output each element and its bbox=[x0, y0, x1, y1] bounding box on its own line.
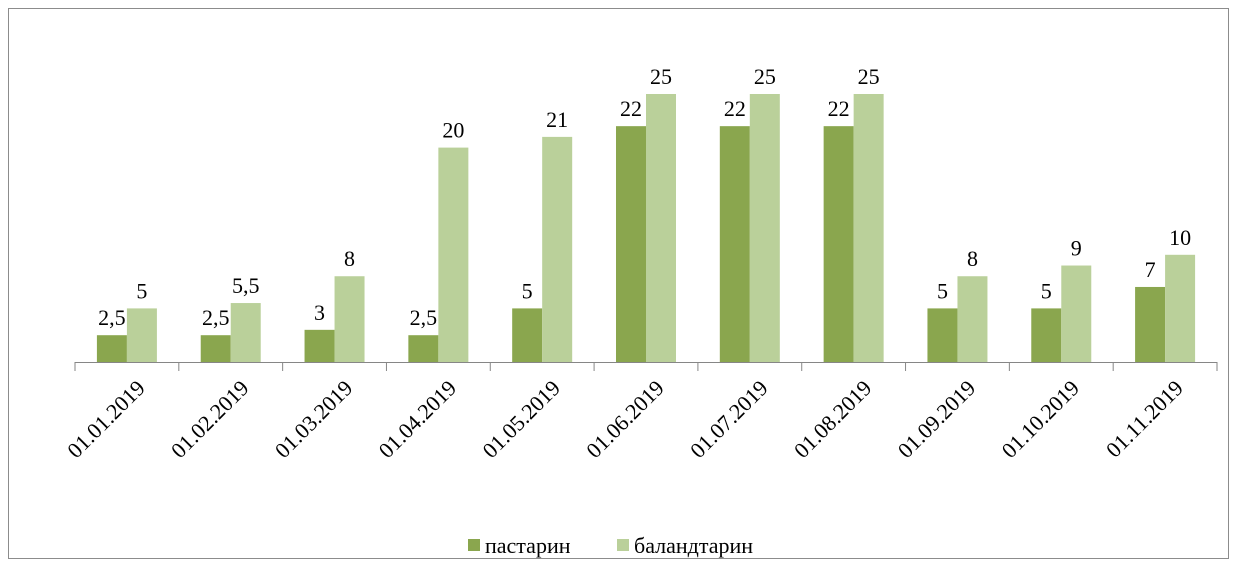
data-label: 25 bbox=[650, 64, 672, 89]
bar bbox=[408, 335, 439, 362]
bar bbox=[1135, 286, 1166, 362]
bar bbox=[853, 94, 884, 362]
data-label: 7 bbox=[1145, 257, 1156, 282]
data-label: 22 bbox=[724, 96, 746, 121]
data-label: 22 bbox=[828, 96, 850, 121]
bar bbox=[512, 308, 543, 362]
data-label: 2,5 bbox=[98, 305, 126, 330]
data-label: 21 bbox=[546, 107, 568, 132]
bar bbox=[230, 303, 261, 362]
bar bbox=[646, 94, 676, 362]
bar bbox=[927, 308, 958, 362]
bar bbox=[957, 276, 988, 362]
data-label: 2,5 bbox=[410, 305, 438, 330]
bar bbox=[438, 147, 469, 362]
bar bbox=[126, 308, 157, 362]
data-label: 2,5 bbox=[202, 305, 230, 330]
bar bbox=[823, 126, 854, 362]
bar bbox=[200, 335, 231, 362]
bar bbox=[616, 126, 646, 362]
legend-swatch bbox=[468, 539, 480, 551]
legend-swatch bbox=[617, 539, 629, 551]
data-label: 5 bbox=[937, 278, 948, 303]
data-label: 25 bbox=[858, 64, 880, 89]
legend-label: баландтарин bbox=[634, 533, 753, 558]
legend-label: пастарин bbox=[485, 533, 571, 558]
bar bbox=[96, 335, 127, 362]
data-label: 22 bbox=[620, 96, 642, 121]
data-label: 25 bbox=[754, 64, 776, 89]
bar bbox=[304, 329, 335, 362]
bar bbox=[1061, 265, 1092, 362]
bar bbox=[542, 136, 573, 362]
data-label: 5,5 bbox=[232, 273, 260, 298]
bar bbox=[334, 276, 365, 362]
bar bbox=[749, 94, 780, 362]
bar bbox=[719, 126, 750, 362]
data-label: 5 bbox=[1041, 278, 1052, 303]
data-label: 5 bbox=[522, 278, 533, 303]
data-label: 20 bbox=[442, 118, 464, 143]
data-label: 5 bbox=[136, 278, 147, 303]
bar bbox=[1165, 254, 1196, 362]
data-label: 8 bbox=[967, 246, 978, 271]
data-label: 9 bbox=[1071, 236, 1082, 261]
data-label: 8 bbox=[344, 246, 355, 271]
data-label: 3 bbox=[314, 300, 325, 325]
bar bbox=[1031, 308, 1062, 362]
data-label: 10 bbox=[1169, 225, 1191, 250]
